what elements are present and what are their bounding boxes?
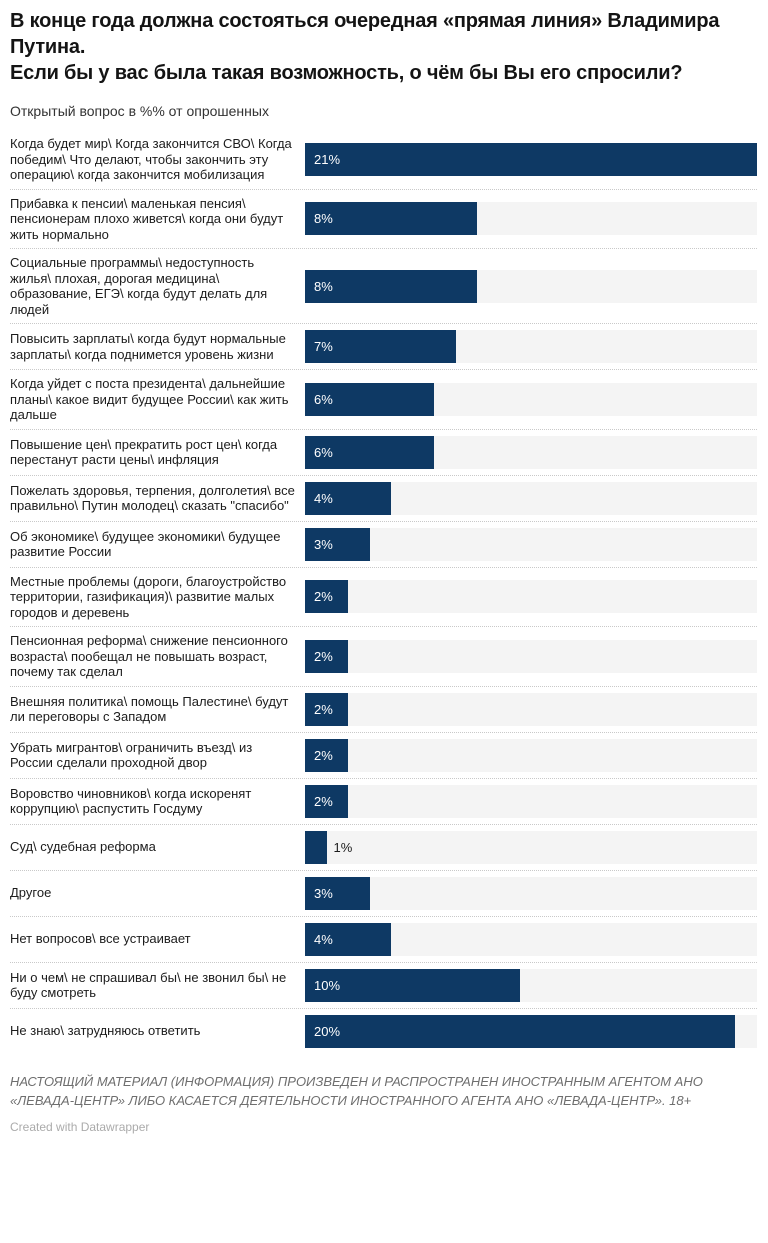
chart-row: Местные проблемы (дороги, благоустройств…: [10, 568, 757, 627]
chart-row: Суд\ судебная реформа 1%: [10, 825, 757, 871]
bar-value-label-outside: 1%: [333, 839, 353, 855]
bar-value-label: 2%: [314, 701, 333, 717]
bar-value-label: 6%: [314, 391, 333, 407]
category-label: Повысить зарплаты\ когда будут нормальны…: [10, 331, 286, 362]
bar: 6%: [305, 382, 435, 416]
chart-row: Повышение цен\ прекратить рост цен\ когд…: [10, 430, 757, 476]
chart-row: Воровство чиновников\ когда искоренят ко…: [10, 779, 757, 825]
bar: 4%: [305, 481, 392, 515]
bar-track: 2%: [305, 580, 757, 614]
bar-value-label: 7%: [314, 339, 333, 354]
bar-track: 6%: [305, 382, 757, 416]
bar: 10%: [305, 968, 521, 1002]
chart-row: Когда будет мир\ Когда закончится СВО\ К…: [10, 130, 757, 190]
category-label: Воровство чиновников\ когда искоренят ко…: [10, 785, 252, 817]
bar: 4%: [305, 922, 392, 956]
bar: [305, 830, 327, 864]
bar-track: 7%: [305, 330, 757, 363]
bar-value-label: 8%: [314, 211, 333, 227]
chart-row: Убрать мигрантов\ ограничить въезд\ из Р…: [10, 733, 757, 779]
bar-value-label: 3%: [314, 536, 333, 552]
bar-value-label: 20%: [314, 1023, 341, 1039]
category-label: Нет вопросов\ все устраивает: [10, 931, 191, 947]
chart-row: Внешняя политика\ помощь Палестине\ буду…: [10, 687, 757, 733]
bar: 7%: [305, 330, 456, 363]
chart-row: Другое 3%: [10, 871, 757, 917]
chart-row: Нет вопросов\ все устраивает 4%: [10, 917, 757, 963]
bar: 3%: [305, 876, 370, 910]
bar-value-label: 2%: [314, 793, 333, 809]
bar: 8%: [305, 202, 478, 236]
bar-track: 2%: [305, 692, 757, 726]
bar-track: 2%: [305, 639, 757, 673]
bar-track: 1%: [305, 830, 757, 864]
category-label: Пожелать здоровья, терпения, долголетия\…: [10, 482, 295, 514]
bar: 6%: [305, 435, 435, 469]
bar: 2%: [305, 639, 349, 673]
bar: 3%: [305, 527, 370, 561]
bar-value-label: 6%: [314, 444, 333, 460]
bar-track: 6%: [305, 435, 757, 469]
bar-value-label: 21%: [314, 151, 341, 167]
chart-row: Не знаю\ затрудняюсь ответить 20%: [10, 1009, 757, 1054]
bar-value-label: 8%: [314, 278, 333, 294]
bar: 2%: [305, 580, 349, 614]
bar-track: 8%: [305, 269, 757, 303]
bar: 2%: [305, 738, 349, 772]
category-label: Социальные программы\ недоступность жиль…: [10, 255, 268, 317]
chart-card: В конце года должна состояться очередная…: [10, 10, 757, 1134]
category-label: Внешняя политика\ помощь Палестине\ буду…: [10, 693, 289, 725]
foreign-agent-disclaimer: НАСТОЯЩИЙ МАТЕРИАЛ (ИНФОРМАЦИЯ) ПРОИЗВЕД…: [10, 1073, 703, 1108]
chart-row: Ни о чем\ не спрашивал бы\ не звонил бы\…: [10, 963, 757, 1009]
chart-row: Пенсионная реформа\ снижение пенсионного…: [10, 627, 757, 687]
bar-track: 3%: [305, 527, 757, 561]
bar-track: 4%: [305, 481, 757, 515]
category-label: Местные проблемы (дороги, благоустройств…: [10, 573, 287, 620]
category-label: Ни о чем\ не спрашивал бы\ не звонил бы\…: [10, 969, 287, 1001]
category-label: Убрать мигрантов\ ограничить въезд\ из Р…: [10, 739, 253, 771]
bar-track: 2%: [305, 738, 757, 772]
category-label: Суд\ судебная реформа: [10, 839, 156, 855]
bar: 8%: [305, 269, 478, 303]
chart-row: Об экономике\ будущее экономики\ будущее…: [10, 522, 757, 568]
bar: 2%: [305, 692, 349, 726]
category-label: Другое: [10, 885, 52, 901]
bar-track: 20%: [305, 1014, 757, 1048]
bar: 21%: [305, 142, 757, 176]
bar: 2%: [305, 784, 349, 818]
chart-row: Повысить зарплаты\ когда будут нормальны…: [10, 324, 757, 370]
category-label: Об экономике\ будущее экономики\ будущее…: [10, 528, 281, 560]
chart-row: Когда уйдет с поста президента\ дальнейш…: [10, 370, 757, 430]
bar-value-label: 2%: [314, 747, 333, 763]
category-label: Прибавка к пенсии\ маленькая пенсия\ пен…: [10, 195, 284, 242]
bar-track: 3%: [305, 876, 757, 910]
bar-track: 4%: [305, 922, 757, 956]
chart-row: Пожелать здоровья, терпения, долголетия\…: [10, 476, 757, 522]
chart-row: Социальные программы\ недоступность жиль…: [10, 249, 757, 324]
category-label: Не знаю\ затрудняюсь ответить: [10, 1023, 201, 1039]
category-label: Пенсионная реформа\ снижение пенсионного…: [10, 633, 288, 679]
chart-subtitle: Открытый вопрос в %% от опрошенных: [10, 103, 269, 119]
bar-value-label: 4%: [314, 931, 333, 947]
bar-track: 21%: [305, 142, 757, 176]
datawrapper-attribution-link[interactable]: Created with Datawrapper: [10, 1119, 150, 1134]
bar-track: 10%: [305, 968, 757, 1002]
chart-row: Прибавка к пенсии\ маленькая пенсия\ пен…: [10, 190, 757, 249]
bar-track: 8%: [305, 202, 757, 236]
bar: 20%: [305, 1014, 736, 1048]
bar-value-label: 10%: [314, 977, 341, 993]
category-label: Когда будет мир\ Когда закончится СВО\ К…: [10, 136, 292, 182]
bar-track: 2%: [305, 784, 757, 818]
category-label: Когда уйдет с поста президента\ дальнейш…: [10, 376, 289, 422]
bar-value-label: 3%: [314, 885, 333, 901]
bar-value-label: 2%: [314, 589, 333, 605]
bar-value-label: 2%: [314, 648, 333, 664]
bar-chart: Когда будет мир\ Когда закончится СВО\ К…: [10, 130, 757, 1054]
chart-title: В конце года должна состояться очередная…: [10, 10, 720, 84]
bar-value-label: 4%: [314, 490, 333, 506]
category-label: Повышение цен\ прекратить рост цен\ когд…: [10, 436, 278, 468]
